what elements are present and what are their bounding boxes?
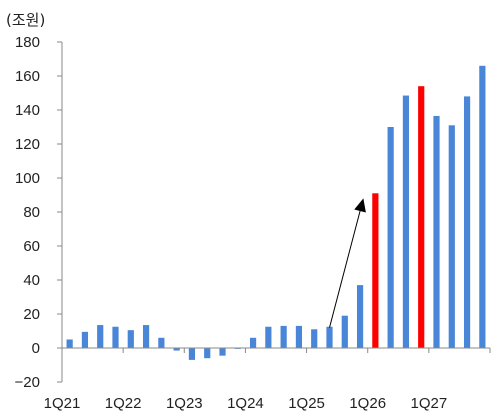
bar bbox=[158, 337, 165, 348]
bars bbox=[66, 65, 486, 360]
bar bbox=[341, 315, 348, 348]
bar bbox=[219, 348, 226, 356]
unit-label: (조원) bbox=[6, 11, 45, 29]
x-tick-label: 1Q25 bbox=[288, 395, 325, 412]
bar bbox=[479, 65, 486, 349]
y-axis-tick-labels: −20 0 20 40 60 80 100 120 140 160 180 bbox=[15, 34, 40, 391]
bar bbox=[204, 348, 211, 359]
y-axis-ticks bbox=[57, 41, 62, 383]
x-tick-label: 1Q24 bbox=[227, 395, 264, 412]
bar bbox=[387, 127, 394, 348]
highlight-bar bbox=[372, 193, 379, 348]
x-tick-label: 1Q22 bbox=[105, 395, 142, 412]
arrow-line bbox=[329, 210, 361, 328]
bar bbox=[402, 95, 410, 348]
y-tick-label: 0 bbox=[32, 340, 40, 357]
y-tick-label: 100 bbox=[15, 170, 40, 187]
bar bbox=[127, 330, 134, 348]
bar bbox=[280, 325, 287, 348]
bar bbox=[265, 326, 272, 348]
bar bbox=[448, 125, 455, 348]
bar bbox=[97, 325, 104, 348]
bar bbox=[249, 337, 257, 348]
annotations bbox=[329, 198, 366, 328]
bar bbox=[173, 348, 180, 351]
bar bbox=[311, 329, 318, 348]
x-axis-ticks bbox=[61, 348, 491, 353]
x-tick-label: 1Q21 bbox=[44, 395, 81, 412]
y-tick-label: 180 bbox=[15, 34, 40, 51]
bar bbox=[66, 339, 73, 348]
y-tick-label: −20 bbox=[15, 374, 40, 391]
bar bbox=[433, 115, 440, 348]
arrow-head bbox=[354, 198, 366, 213]
y-tick-label: 60 bbox=[23, 238, 40, 255]
y-tick-label: 80 bbox=[23, 204, 40, 221]
y-tick-label: 20 bbox=[23, 306, 40, 323]
y-tick-label: 120 bbox=[15, 136, 40, 153]
x-tick-label: 1Q26 bbox=[349, 395, 386, 412]
x-axis-tick-labels: 1Q21 1Q22 1Q23 1Q24 1Q25 1Q26 1Q27 bbox=[44, 395, 448, 412]
bar bbox=[188, 348, 196, 360]
x-tick-label: 1Q23 bbox=[166, 395, 203, 412]
y-tick-label: 140 bbox=[15, 102, 40, 119]
y-tick-label: 40 bbox=[23, 272, 40, 289]
bar bbox=[326, 326, 333, 348]
bar bbox=[463, 96, 471, 349]
bar bbox=[112, 326, 119, 348]
x-tick-label: 1Q27 bbox=[411, 395, 448, 412]
highlight-bar bbox=[418, 86, 425, 348]
bar bbox=[295, 325, 303, 348]
y-tick-label: 160 bbox=[15, 68, 40, 85]
bar bbox=[356, 285, 364, 348]
bar bbox=[81, 331, 89, 348]
bar bbox=[142, 325, 150, 348]
